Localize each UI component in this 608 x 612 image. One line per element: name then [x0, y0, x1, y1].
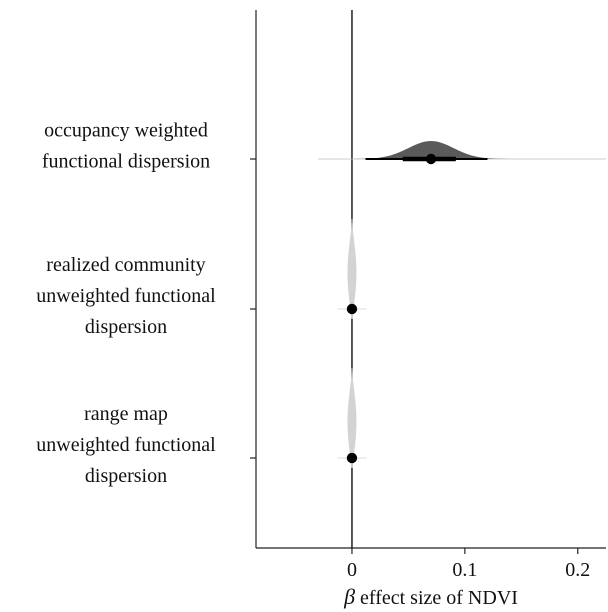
posterior-density	[340, 141, 522, 159]
point-estimate	[346, 452, 358, 464]
x-tick-label: 0.2	[565, 559, 590, 581]
category-label-line: realized community	[46, 254, 205, 276]
x-tick-label: 0	[347, 559, 357, 581]
point-estimate	[346, 303, 358, 315]
category-label-line: dispersion	[85, 316, 167, 338]
posterior-density	[347, 219, 357, 319]
x-axis-title-text: effect size of NDVI	[355, 587, 518, 609]
category-label-line: functional dispersion	[42, 151, 210, 173]
category-labels: occupancy weighted functional dispersion r…	[36, 120, 256, 487]
x-tick-label: 0.1	[452, 559, 477, 581]
density-layer	[318, 141, 606, 468]
category-label-line: occupancy weighted	[44, 120, 208, 142]
category-label-line: unweighted functional	[36, 434, 216, 456]
point-estimate	[425, 153, 437, 165]
posterior-density	[347, 368, 357, 468]
category-label-line: dispersion	[85, 465, 167, 487]
x-axis-title-symbol: β	[343, 584, 355, 609]
interval-layer	[346, 153, 488, 464]
x-axis-title: β effect size of NDVI	[343, 584, 518, 609]
x-ticks: 0 0.1 0.2	[347, 548, 590, 581]
category-label-line: range map	[84, 403, 168, 425]
category-label-line: unweighted functional	[36, 285, 216, 307]
